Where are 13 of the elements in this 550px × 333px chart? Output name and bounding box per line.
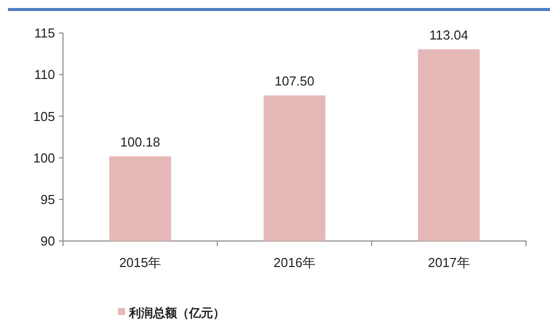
text: 100.18 (120, 134, 160, 150)
x-tick-label: 2017年 (428, 255, 470, 270)
y-tick-label: 90 (40, 234, 55, 249)
y-tick-label: 115 (34, 26, 55, 41)
y-tick-label: 105 (33, 108, 55, 124)
y-tick-label: 95 (40, 192, 55, 207)
x-tick-label: 2015年 (119, 255, 162, 270)
text: 113.04 (429, 27, 468, 42)
legend-label: 利润总额（亿元） (128, 306, 225, 320)
x-tick-label: 2016年 (274, 255, 316, 270)
y-tick-label: 110 (34, 67, 55, 82)
y-tick-label: 100 (33, 150, 55, 166)
text: 107.50 (274, 73, 314, 88)
